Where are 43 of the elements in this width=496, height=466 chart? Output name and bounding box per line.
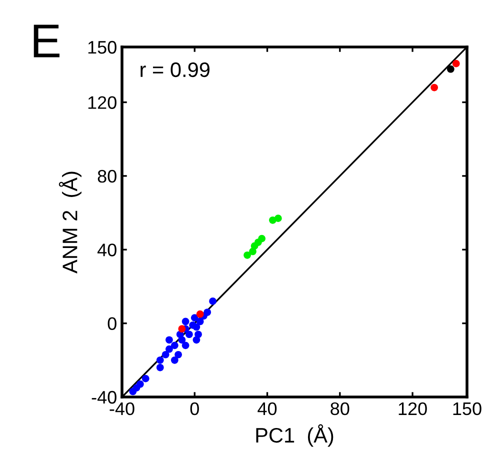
y-tick-label: 120 xyxy=(88,96,116,109)
x-axis-title: PC1 (Å) xyxy=(256,424,334,447)
point xyxy=(244,251,251,259)
x-tick-label: 80 xyxy=(330,402,350,416)
y-tick-label: 150 xyxy=(88,40,116,54)
point xyxy=(182,342,190,350)
point xyxy=(196,310,204,318)
point xyxy=(186,330,193,338)
point xyxy=(178,325,186,333)
x-tick-label: 40 xyxy=(258,402,277,416)
y-tick-label: 80 xyxy=(98,170,116,183)
x-tick-label: -40 xyxy=(110,402,134,416)
point xyxy=(182,318,190,326)
y-tick-label: 40 xyxy=(97,244,116,256)
point xyxy=(136,380,144,388)
y-tick-label: -40 xyxy=(92,390,116,404)
point xyxy=(156,356,164,364)
x-tick-label: 0 xyxy=(190,402,199,416)
text: E xyxy=(34,24,60,58)
annotation: r = 0.99 xyxy=(140,62,210,78)
point xyxy=(162,350,170,358)
point xyxy=(452,60,460,68)
point xyxy=(166,336,173,344)
point xyxy=(156,364,164,372)
y-tick-label: 0 xyxy=(108,317,116,330)
point xyxy=(209,298,216,305)
point xyxy=(190,314,198,322)
point xyxy=(166,345,173,353)
y-axis-title: ANM 2 (Å) xyxy=(58,172,82,274)
point xyxy=(129,388,137,396)
point xyxy=(446,65,454,73)
point xyxy=(170,356,178,364)
point xyxy=(430,84,438,92)
x-tick-label: 120 xyxy=(398,402,427,416)
point xyxy=(192,323,200,331)
point xyxy=(194,330,202,338)
x-tick-label: 150 xyxy=(453,402,482,416)
point xyxy=(178,336,186,344)
point xyxy=(170,342,178,350)
point xyxy=(174,350,182,358)
point xyxy=(142,374,150,382)
point xyxy=(274,214,282,222)
point xyxy=(249,248,256,256)
